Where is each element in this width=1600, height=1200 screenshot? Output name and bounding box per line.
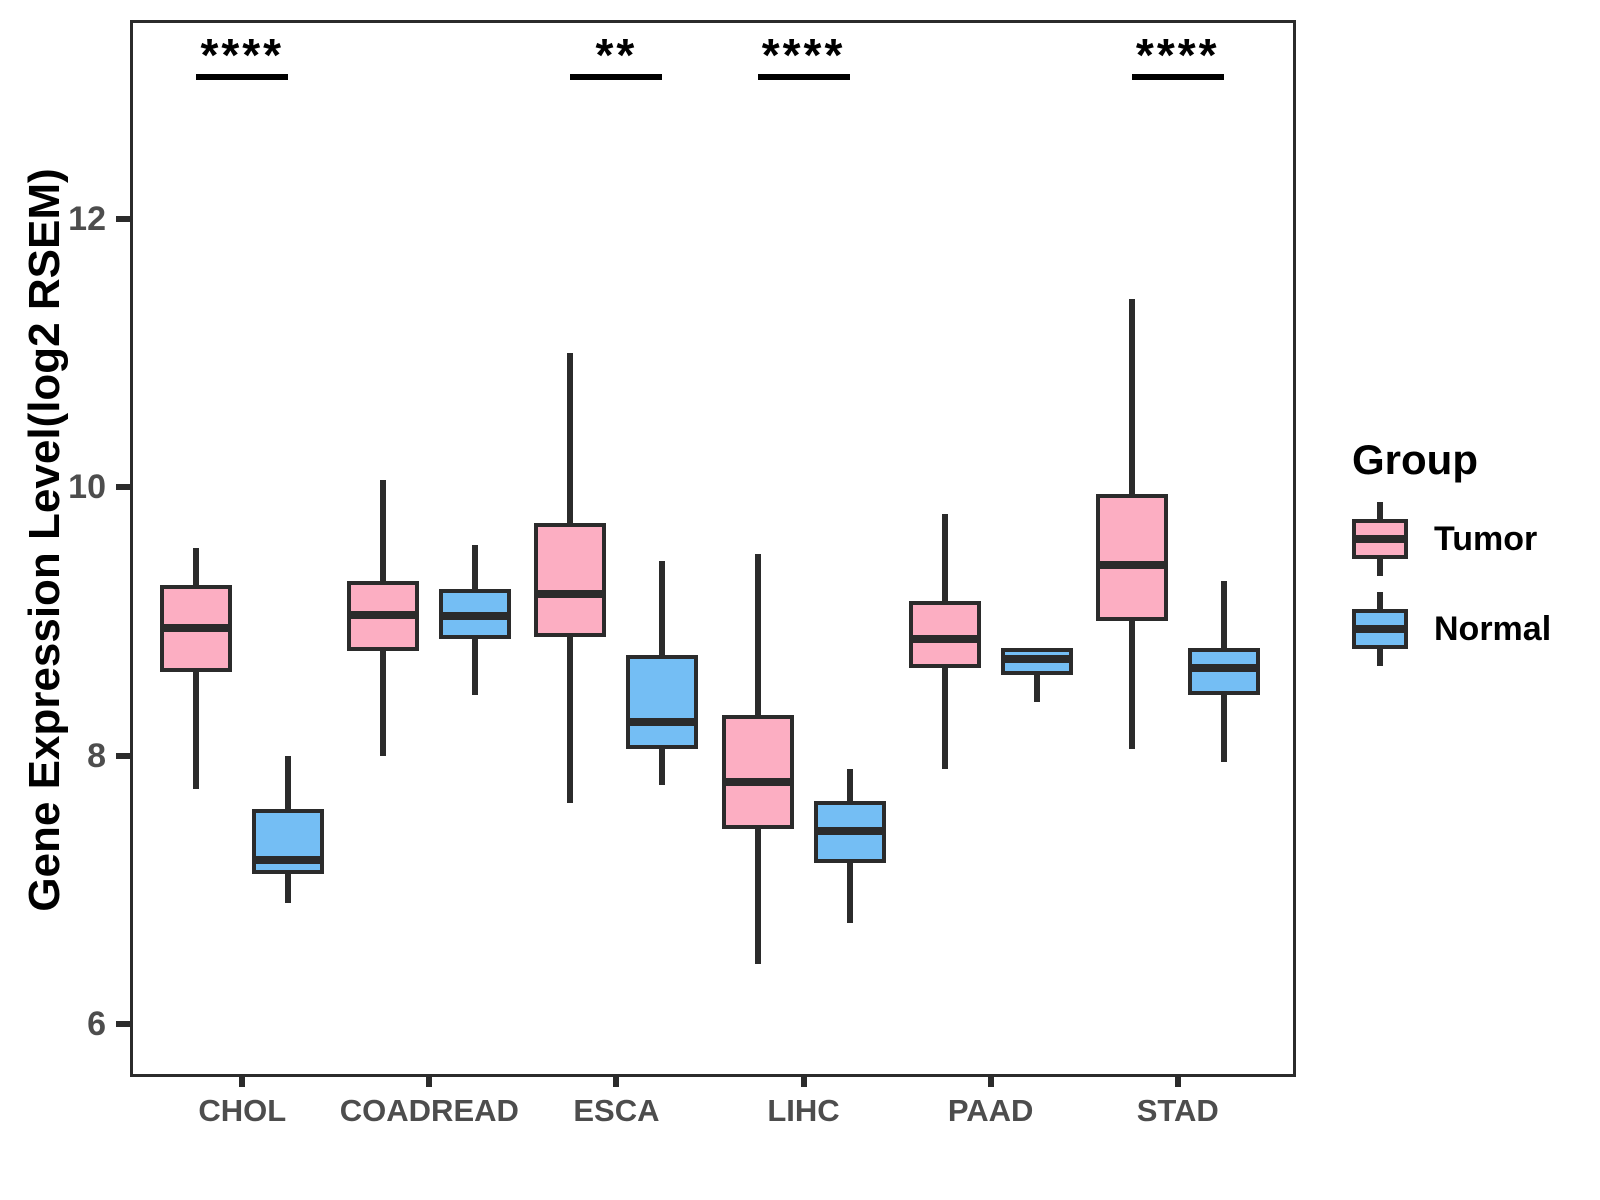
x-tick-label-lihc: LIHC — [767, 1093, 840, 1128]
whisker-normal-paad — [1033, 648, 1040, 702]
median-tumor-lihc — [721, 778, 794, 787]
legend-title: Group — [1352, 436, 1478, 483]
x-tick-label-chol: CHOL — [198, 1093, 287, 1128]
median-normal-chol — [252, 856, 325, 865]
box-tumor-paad — [908, 601, 981, 669]
x-tick-label-paad: PAAD — [947, 1093, 1034, 1128]
tumor-boxplot-key-icon — [1352, 502, 1408, 576]
x-tick-label-stad: STAD — [1136, 1093, 1219, 1128]
median-normal-stad — [1187, 664, 1260, 673]
median-normal-coadread — [439, 611, 512, 620]
x-tick-mark — [800, 1074, 807, 1087]
x-tick-label-esca: ESCA — [573, 1093, 660, 1128]
median-tumor-esca — [534, 590, 607, 599]
median-tumor-coadread — [347, 610, 420, 619]
significance-chol: **** — [196, 26, 289, 81]
x-tick-mark — [987, 1074, 994, 1087]
y-tick-label: 10 — [68, 468, 106, 507]
box-normal-esca — [626, 654, 699, 749]
x-tick-mark — [426, 1074, 433, 1087]
y-axis-title: Gene Expression Level(log2 RSEM) — [20, 168, 69, 912]
y-tick-mark — [116, 215, 130, 222]
y-tick-label: 6 — [87, 1005, 106, 1044]
y-tick-label: 12 — [68, 199, 106, 238]
median-normal-esca — [626, 718, 699, 726]
y-tick-mark — [116, 1021, 130, 1028]
legend-label-normal: Normal — [1434, 609, 1552, 648]
box-tumor-esca — [534, 523, 607, 638]
normal-boxplot-key-icon — [1352, 592, 1408, 666]
legend-entry-tumor: Tumor — [1352, 502, 1592, 576]
y-tick-mark — [116, 484, 130, 491]
median-tumor-stad — [1095, 560, 1168, 569]
median-normal-lihc — [813, 826, 886, 835]
median-tumor-chol — [160, 624, 233, 633]
significance-esca: ** — [570, 26, 663, 81]
significance-stad: **** — [1131, 26, 1224, 81]
y-tick-label: 8 — [87, 736, 106, 775]
x-tick-mark — [1174, 1074, 1181, 1087]
median-tumor-paad — [908, 634, 981, 643]
legend: Group Tumor Normal — [1352, 436, 1592, 666]
y-tick-mark — [116, 752, 130, 759]
x-tick-mark — [239, 1074, 246, 1087]
legend-entry-normal: Normal — [1352, 592, 1592, 666]
median-normal-paad — [1000, 654, 1073, 663]
x-tick-mark — [613, 1074, 620, 1087]
legend-label-tumor: Tumor — [1434, 519, 1538, 558]
box-tumor-lihc — [721, 715, 794, 830]
significance-lihc: **** — [757, 26, 850, 81]
x-tick-label-coadread: COADREAD — [339, 1093, 519, 1128]
box-tumor-stad — [1095, 493, 1168, 622]
